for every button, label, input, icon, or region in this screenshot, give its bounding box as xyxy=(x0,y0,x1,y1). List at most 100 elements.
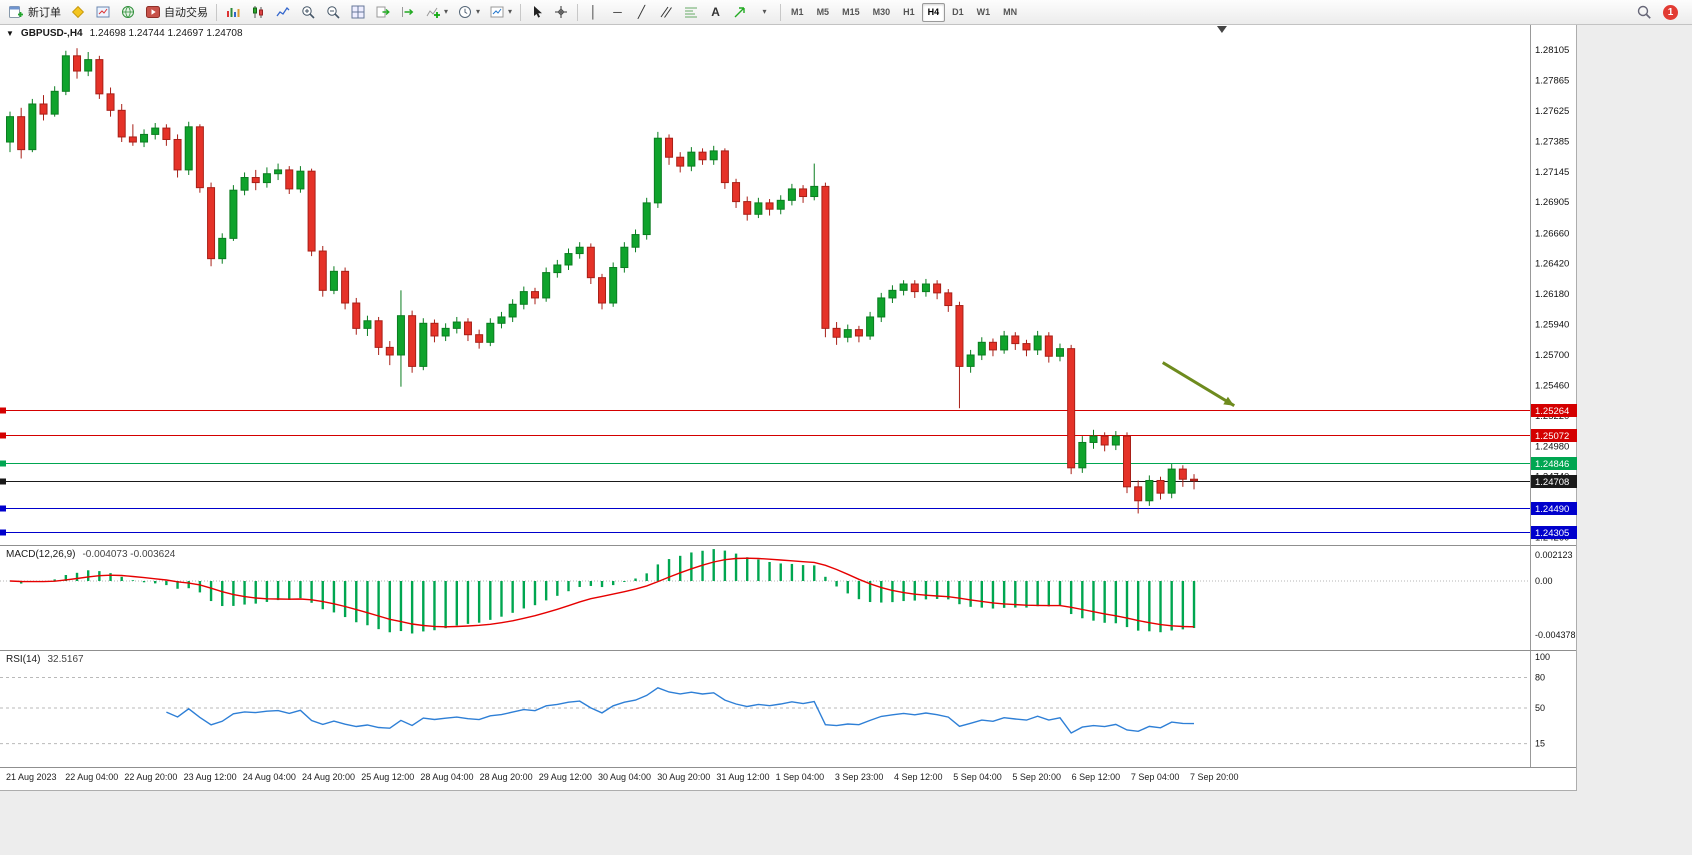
line-chart-icon xyxy=(276,6,290,17)
one-click-trading-toggle[interactable]: ▼ xyxy=(6,28,14,38)
svg-text:1.26905: 1.26905 xyxy=(1535,197,1569,208)
indicators-icon xyxy=(426,7,440,18)
metaeditor-icon xyxy=(71,5,85,19)
tile-windows-icon xyxy=(351,5,365,19)
svg-text:1.26180: 1.26180 xyxy=(1535,289,1569,300)
macd-values: -0.004073 -0.003624 xyxy=(82,549,176,560)
arrows-button[interactable] xyxy=(728,2,752,23)
history-center-button[interactable] xyxy=(116,2,140,23)
candlestick-chart-button[interactable] xyxy=(246,2,270,23)
trendline-button[interactable]: ╱ xyxy=(630,2,653,23)
time-axis[interactable]: 21 Aug 2023 22 Aug 04:00 22 Aug 20:00 23 Au… xyxy=(0,768,1576,790)
timeframe-button-m15[interactable]: M15 xyxy=(836,3,866,22)
autotrading-icon xyxy=(146,6,160,18)
macd-panel: MACD(12,26,9) -0.004073 -0.003624 0.0021… xyxy=(0,546,1576,651)
svg-text:1.24846: 1.24846 xyxy=(1535,459,1569,470)
toolbar-separator xyxy=(780,3,782,21)
timeframe-button-m30[interactable]: M30 xyxy=(867,3,897,22)
clock-icon xyxy=(459,6,472,18)
timeframe-button-w1[interactable]: W1 xyxy=(971,3,997,22)
channel-icon xyxy=(660,6,672,18)
timeframe-button-h4[interactable]: H4 xyxy=(921,2,946,22)
toolbar-separator xyxy=(216,3,217,21)
svg-text:1.24980: 1.24980 xyxy=(1535,441,1569,452)
time-axis-label: 5 Sep 20:00 xyxy=(1012,772,1061,782)
time-axis-label: 24 Aug 20:00 xyxy=(302,772,356,782)
time-axis-label: 30 Aug 04:00 xyxy=(598,772,652,782)
rsi-panel-header: RSI(14) 32.5167 xyxy=(6,654,84,665)
horizontal-line-button[interactable]: ─ xyxy=(606,2,629,23)
bar-chart-icon xyxy=(227,8,240,17)
cursor-button[interactable] xyxy=(525,2,548,23)
chevron-down-icon: ▾ xyxy=(508,7,513,16)
bar-chart-button[interactable] xyxy=(221,2,245,23)
time-axis-label: 31 Aug 12:00 xyxy=(716,772,770,782)
timeframe-button-h1[interactable]: H1 xyxy=(897,3,921,22)
templates-button[interactable]: ▾ xyxy=(485,2,516,23)
svg-text:1.25460: 1.25460 xyxy=(1535,380,1569,391)
vertical-line-button[interactable]: │ xyxy=(582,2,605,23)
svg-text:1.24305: 1.24305 xyxy=(1535,528,1569,539)
svg-text:1.27865: 1.27865 xyxy=(1535,76,1569,87)
rsi-chart[interactable]: 100 80 50 15 xyxy=(0,651,1577,767)
macd-panel-header: MACD(12,26,9) -0.004073 -0.003624 xyxy=(6,549,175,560)
time-axis-label: 4 Sep 12:00 xyxy=(894,772,943,782)
rsi-panel: RSI(14) 32.5167 100 80 50 15 xyxy=(0,651,1576,768)
template-icon xyxy=(490,6,504,18)
line-chart-button[interactable] xyxy=(271,2,295,23)
search-button[interactable] xyxy=(1632,2,1656,23)
crosshair-button[interactable] xyxy=(549,2,573,23)
svg-text:1.25700: 1.25700 xyxy=(1535,350,1569,361)
svg-text:1.25072: 1.25072 xyxy=(1535,431,1569,442)
cursor-icon xyxy=(533,6,542,18)
trendline-icon: ╱ xyxy=(637,5,646,19)
metaeditor-button[interactable] xyxy=(66,2,90,23)
svg-text:15: 15 xyxy=(1535,739,1545,749)
macd-label: MACD(12,26,9) xyxy=(6,549,76,560)
new-order-icon xyxy=(9,6,23,18)
timeframe-group: M1 M5 M15 M30 H1 H4 D1 W1 MN xyxy=(785,2,1023,22)
svg-text:-0.004378: -0.004378 xyxy=(1535,630,1576,640)
timeframe-button-d1[interactable]: D1 xyxy=(946,3,970,22)
auto-scroll-button[interactable] xyxy=(371,2,395,23)
periods-button[interactable]: ▾ xyxy=(453,2,484,23)
timeframe-button-m1[interactable]: M1 xyxy=(785,3,810,22)
horizontal-line-icon: ─ xyxy=(613,5,622,19)
timeframe-button-m5[interactable]: M5 xyxy=(811,3,836,22)
time-axis-label: 7 Sep 20:00 xyxy=(1190,772,1239,782)
new-order-button[interactable]: 新订单 xyxy=(4,2,65,23)
svg-text:1.27625: 1.27625 xyxy=(1535,106,1569,117)
price-panel-header: ▼ GBPUSD-,H4 1.24698 1.24744 1.24697 1.2… xyxy=(6,28,243,39)
text-button[interactable]: A xyxy=(704,2,727,23)
price-panel: ▼ GBPUSD-,H4 1.24698 1.24744 1.24697 1.2… xyxy=(0,25,1577,546)
timeframe-button-mn[interactable]: MN xyxy=(997,3,1023,22)
crosshair-icon xyxy=(555,6,568,18)
time-axis-label: 7 Sep 04:00 xyxy=(1130,772,1180,782)
svg-text:100: 100 xyxy=(1535,652,1550,662)
zoom-in-button[interactable] xyxy=(296,2,320,23)
svg-text:1.26420: 1.26420 xyxy=(1535,259,1569,270)
macd-chart[interactable]: 0.002123 0.00 -0.004378 xyxy=(0,546,1577,650)
chart-shift-button[interactable] xyxy=(396,2,420,23)
indicators-button[interactable]: ▾ xyxy=(421,2,452,23)
fibonacci-button[interactable] xyxy=(679,2,703,23)
notification-badge[interactable]: 1 xyxy=(1663,4,1678,20)
zoom-out-button[interactable] xyxy=(321,2,345,23)
time-axis-label: 21 Aug 2023 xyxy=(6,772,57,782)
channel-button[interactable] xyxy=(654,2,678,23)
time-axis-label: 5 Sep 04:00 xyxy=(953,772,1002,782)
time-axis-label: 29 Aug 12:00 xyxy=(538,772,592,782)
tile-windows-button[interactable] xyxy=(346,2,370,23)
autotrading-button[interactable]: 自动交易 xyxy=(141,2,212,23)
time-axis-label: 1 Sep 04:00 xyxy=(775,772,825,782)
time-axis-label: 22 Aug 20:00 xyxy=(124,772,178,782)
price-chart[interactable]: 1.28105 1.27865 1.27625 1.27385 1.27145 1.269… xyxy=(0,25,1577,545)
svg-text:0.00: 0.00 xyxy=(1535,576,1553,586)
chevron-down-icon: ▾ xyxy=(476,7,481,16)
drawing-tools-dropdown-button[interactable]: ▾ xyxy=(753,2,776,23)
toolbar-separator xyxy=(577,3,579,21)
zoom-out-icon xyxy=(327,6,340,19)
time-axis-label: 28 Aug 04:00 xyxy=(420,772,474,782)
time-axis-label: 30 Aug 20:00 xyxy=(657,772,711,782)
data-window-button[interactable] xyxy=(91,2,115,23)
